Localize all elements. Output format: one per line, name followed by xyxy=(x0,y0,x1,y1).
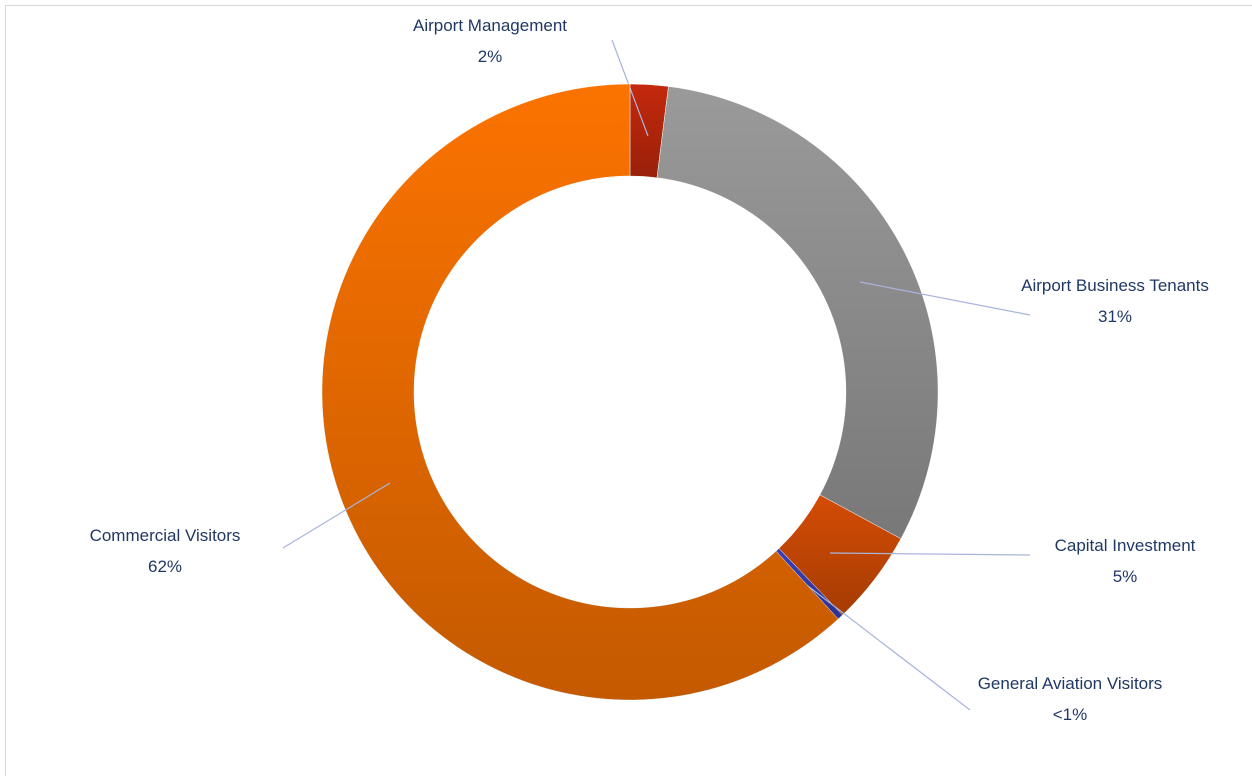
slice-shade xyxy=(778,494,901,616)
leader-line xyxy=(799,579,971,711)
data-label: General Aviation Visitors <1% xyxy=(975,668,1165,730)
chart-border xyxy=(5,5,1252,776)
label-value: 31% xyxy=(1097,307,1133,326)
data-label: Airport Management 2% xyxy=(395,10,585,72)
data-label: Commercial Visitors 62% xyxy=(55,520,275,582)
slice-shade xyxy=(321,84,839,700)
data-label: Airport Business Tenants 31% xyxy=(1020,270,1210,332)
label-name: General Aviation Visitors xyxy=(977,674,1163,693)
label-value: 5% xyxy=(1112,567,1138,586)
label-name: Airport Business Tenants xyxy=(1021,276,1209,295)
data-label: Capital Investment 5% xyxy=(1020,530,1230,592)
label-name: Capital Investment xyxy=(1054,536,1196,555)
slice-shade xyxy=(776,548,843,619)
leader-line xyxy=(282,482,391,549)
label-name: Commercial Visitors xyxy=(89,526,241,545)
slice-shade xyxy=(656,86,939,539)
label-value: <1% xyxy=(1052,705,1088,724)
label-name: Airport Management xyxy=(412,16,568,35)
slice-shade xyxy=(630,84,669,178)
label-value: 2% xyxy=(477,47,503,66)
leader-line xyxy=(829,552,1031,556)
leader-line xyxy=(859,281,1031,316)
label-value: 62% xyxy=(147,557,183,576)
